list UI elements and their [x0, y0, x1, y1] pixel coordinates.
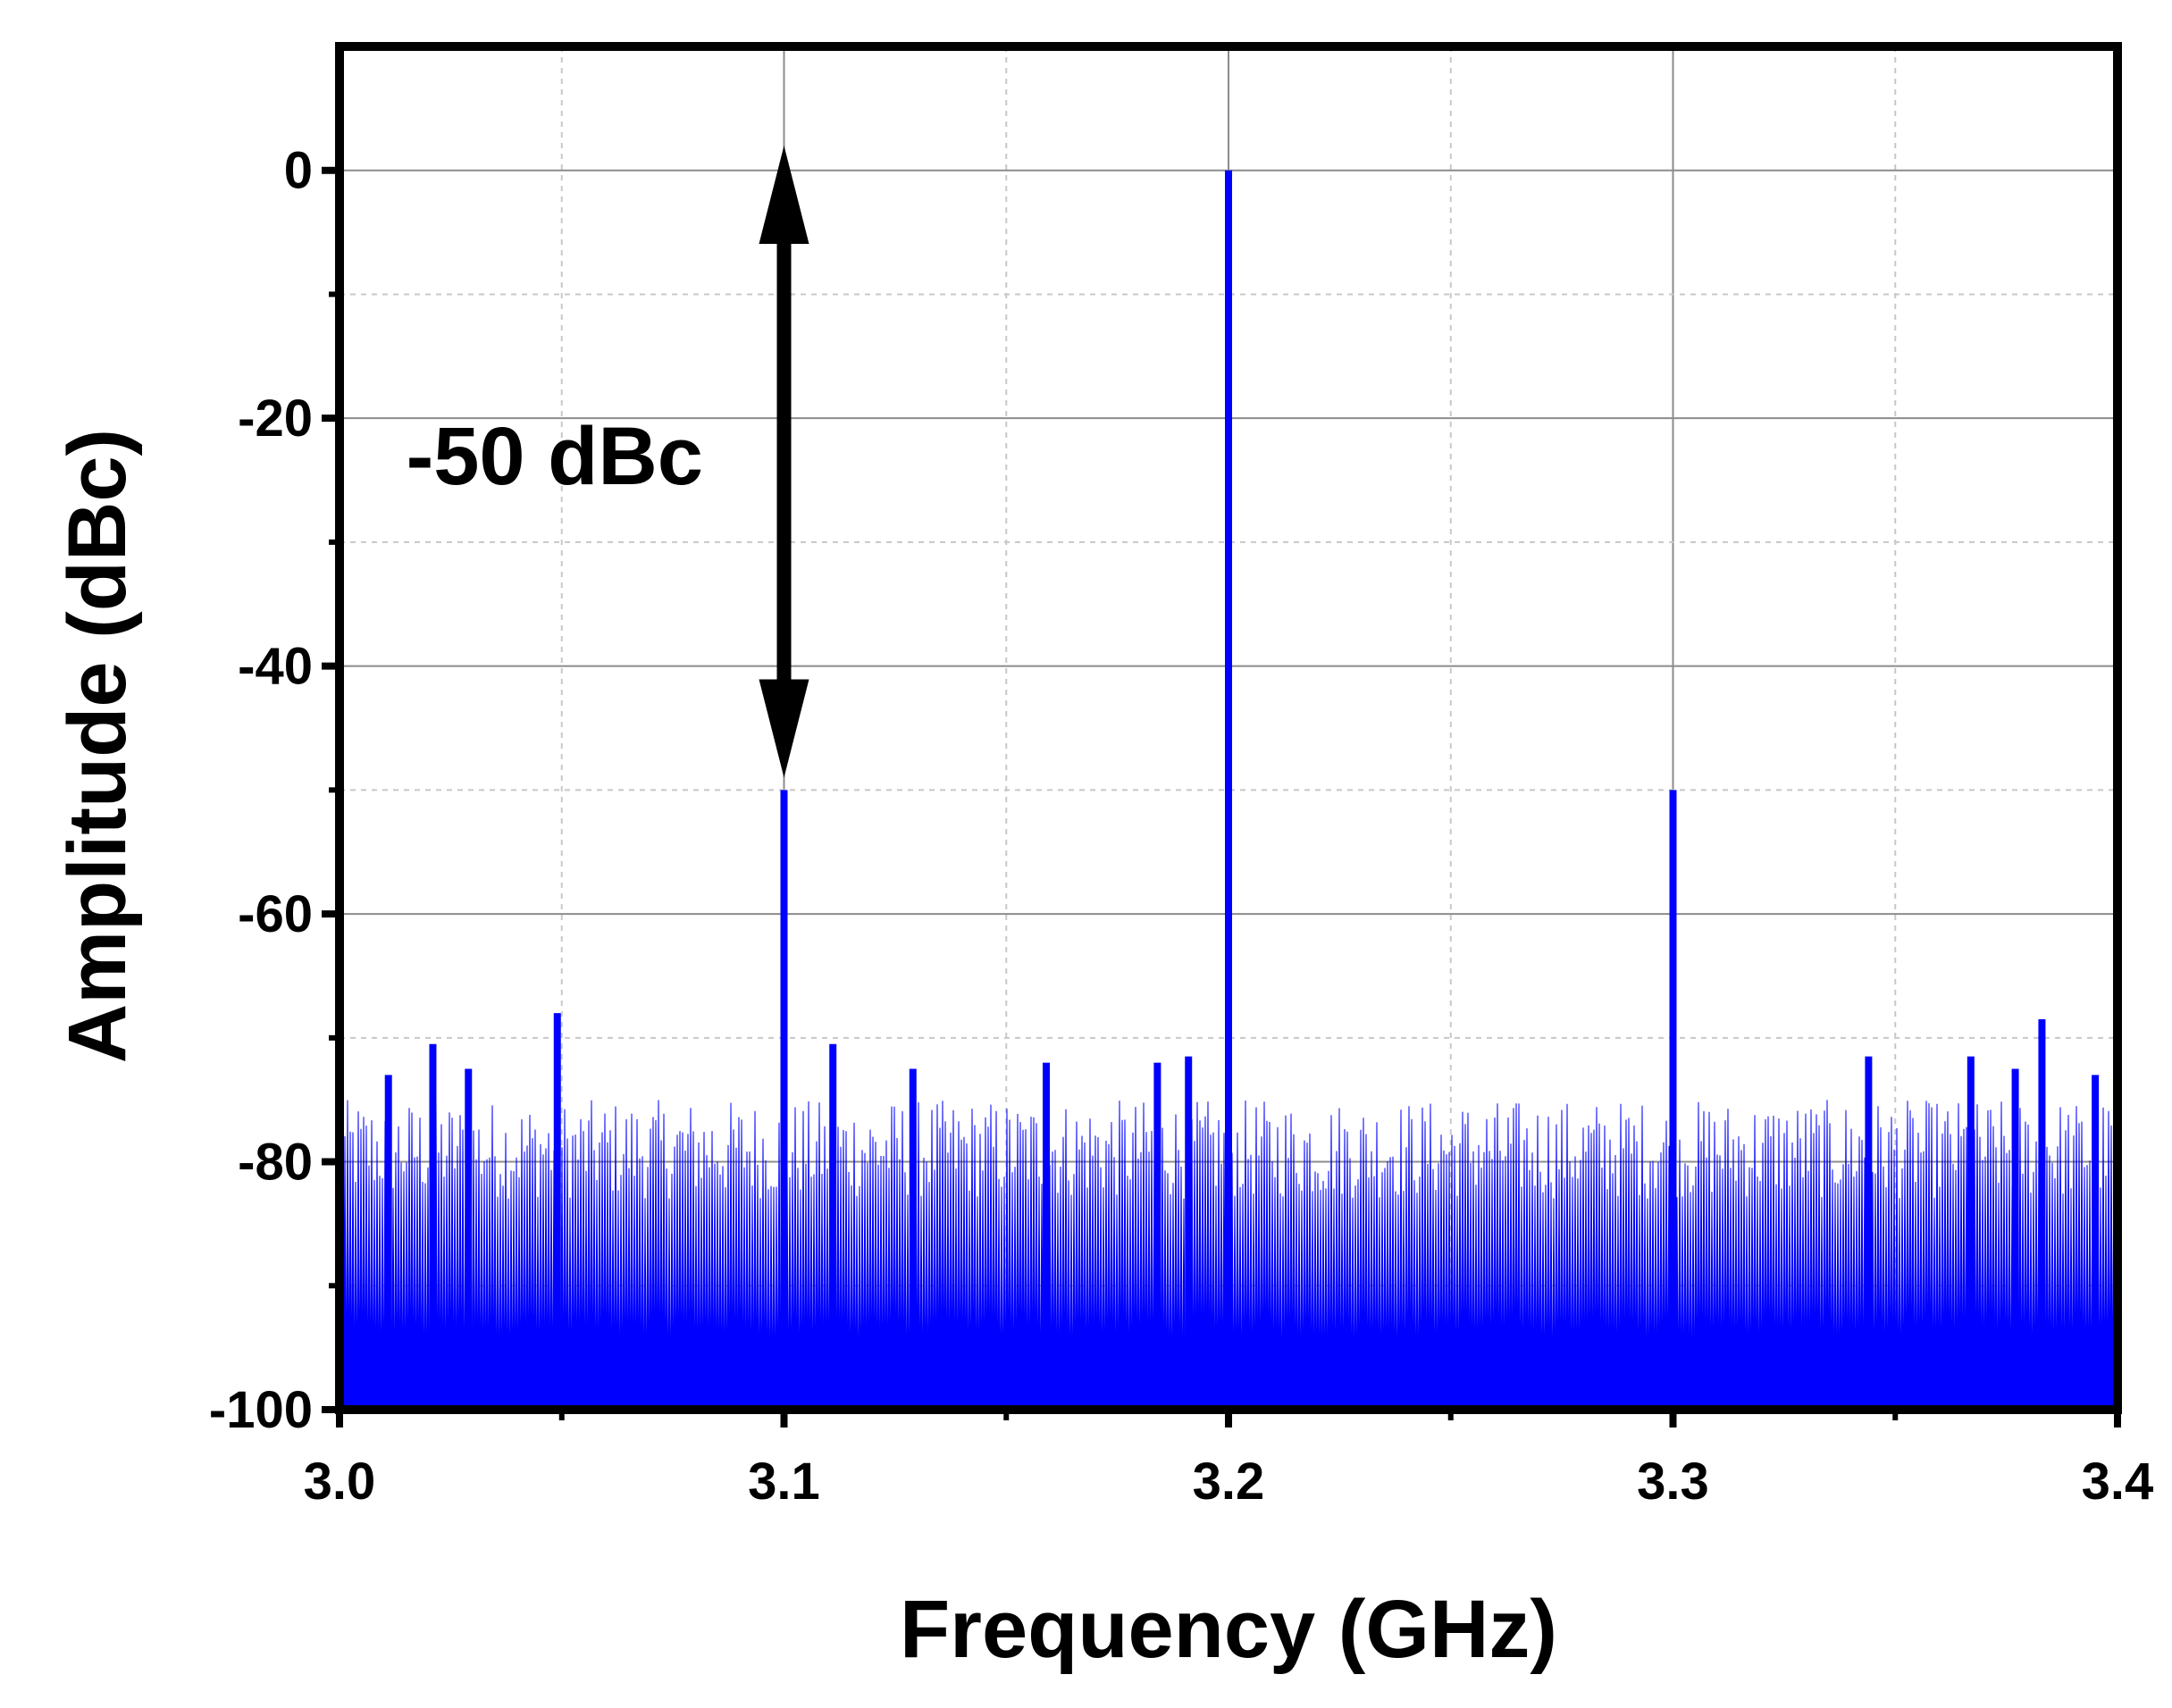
x-tick-label: 3.4 — [2082, 1453, 2154, 1511]
annotations: -50 dBc — [407, 145, 809, 778]
y-tick-label: -40 — [238, 638, 313, 696]
y-tick-label: -80 — [238, 1134, 313, 1192]
y-tick-label: -20 — [238, 389, 313, 448]
x-axis-title: Frequency (GHz) — [900, 1584, 1557, 1675]
y-tick-label: 0 — [284, 142, 313, 200]
y-axis-title: Amplitude (dBc) — [52, 429, 143, 1063]
axis-ticks: 3.0 3.1 3.2 3.3 3.4 0 -20 -40 -60 -80 -100 — [209, 142, 2153, 1511]
spectral-peaks — [384, 170, 2100, 1410]
y-tick-label: -100 — [209, 1381, 313, 1439]
x-tick-label: 3.2 — [1193, 1453, 1265, 1511]
arrow-head-down — [759, 679, 809, 778]
x-tick-label: 3.0 — [304, 1453, 376, 1511]
y-tick-label: -60 — [238, 885, 313, 943]
x-tick-label: 3.3 — [1637, 1453, 1709, 1511]
annotation-text: -50 dBc — [407, 411, 703, 502]
x-tick-label: 3.1 — [748, 1453, 820, 1511]
arrow-head-up — [759, 145, 809, 244]
